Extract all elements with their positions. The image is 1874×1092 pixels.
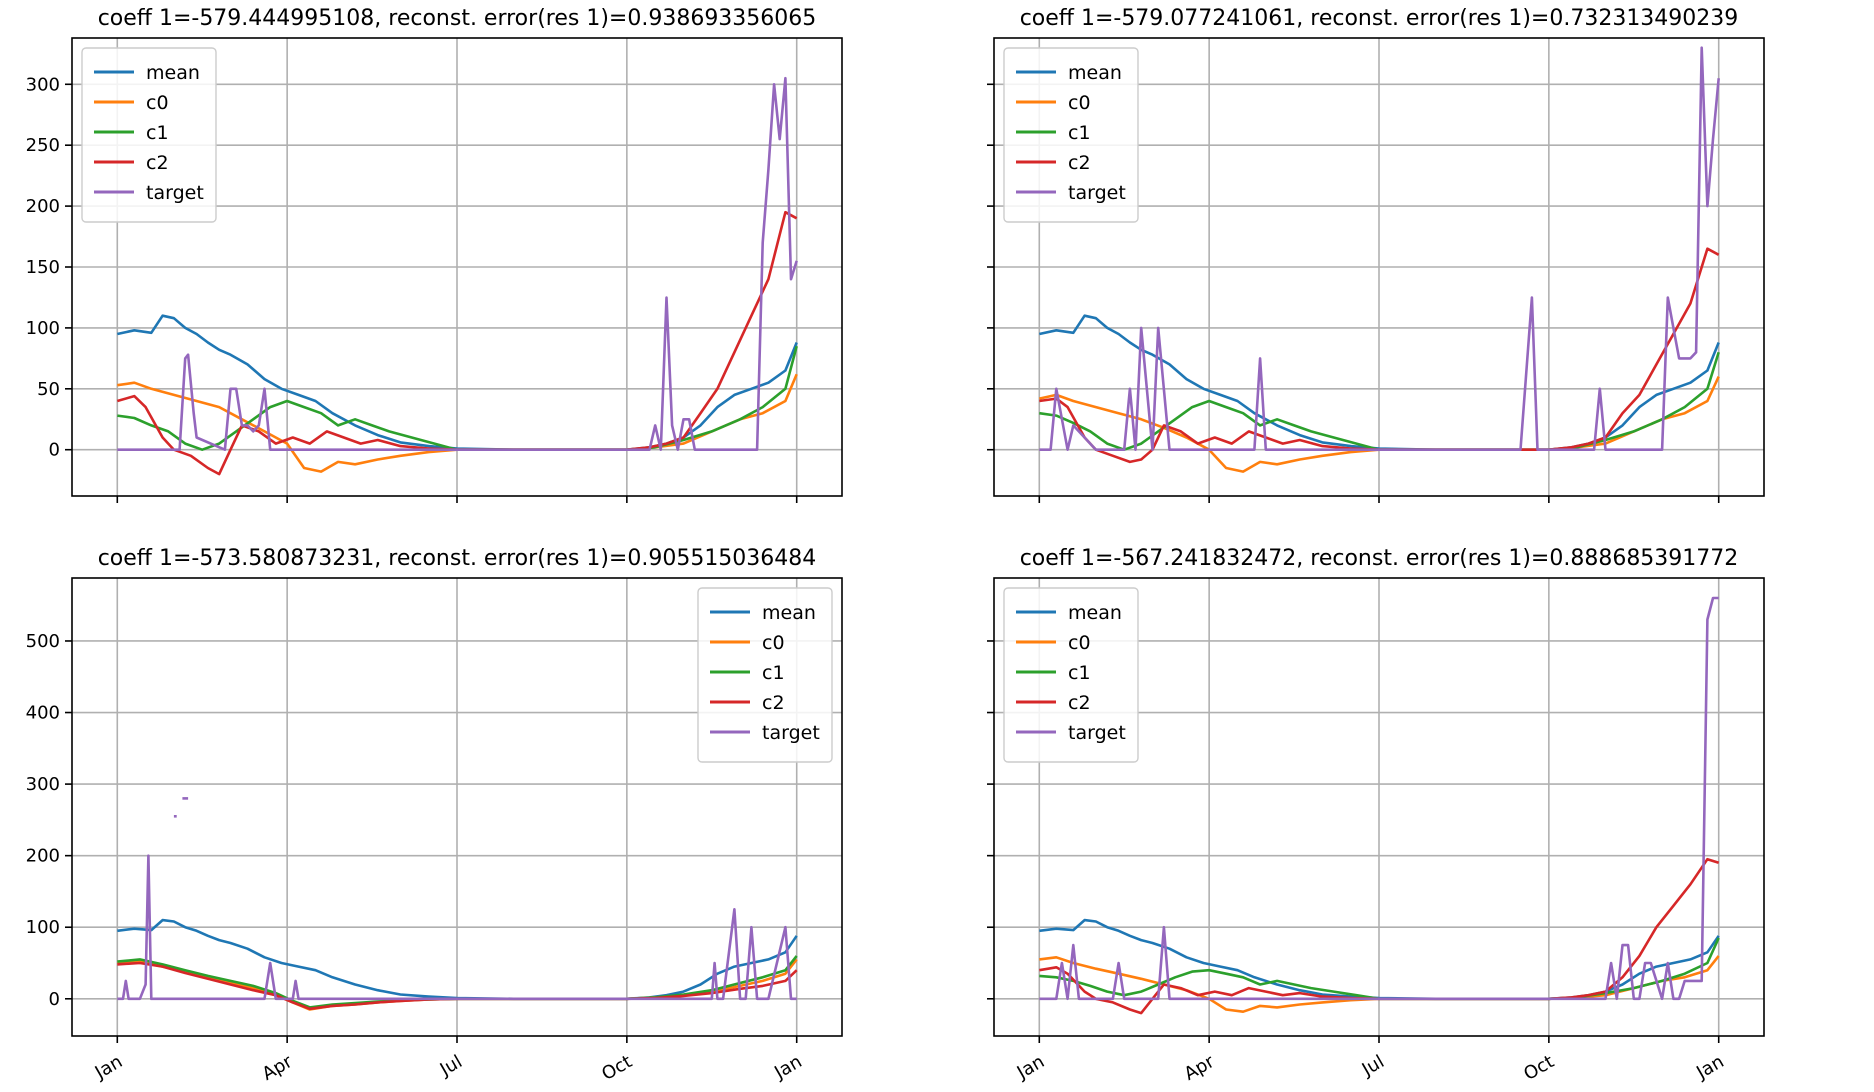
legend-label-c1: c1 — [146, 122, 169, 144]
legend: mean c0 c1 c2 target — [1003, 587, 1139, 763]
legend: mean c0 c1 c2 target — [1003, 47, 1139, 223]
legend-label-mean: mean — [1068, 62, 1122, 84]
legend-label-c0: c0 — [1068, 632, 1091, 654]
legend-label-c1: c1 — [762, 662, 785, 684]
subplot-title: coeff 1=-579.077241061, reconst. error(r… — [1020, 6, 1739, 31]
series-line-mean — [117, 918, 798, 1001]
series-line-target — [1039, 46, 1720, 452]
legend-label-target: target — [146, 182, 204, 204]
legend-label-c2: c2 — [762, 692, 785, 714]
legend: mean c0 c1 c2 target — [697, 587, 833, 763]
subplot-1: coeff 1=-579.444995108, reconst. error(r… — [26, 6, 843, 503]
y-tick-label: 150 — [26, 257, 60, 278]
subplot-3: coeff 1=-573.580873231, reconst. error(r… — [26, 546, 843, 1085]
y-tick-label: 0 — [49, 989, 60, 1010]
series-line-c1 — [117, 345, 798, 452]
legend-label-mean: mean — [1068, 602, 1122, 624]
y-tick-label: 200 — [26, 196, 60, 217]
legend-label-c2: c2 — [146, 152, 169, 174]
y-tick-label: 100 — [26, 917, 60, 938]
legend-label-c2: c2 — [1068, 692, 1091, 714]
legend-label-c0: c0 — [146, 92, 169, 114]
legend-label-c1: c1 — [1068, 122, 1091, 144]
series-lines — [116, 76, 798, 476]
series-line-target — [1039, 596, 1719, 1001]
series-line-c2 — [117, 961, 798, 1011]
subplot-2: coeff 1=-579.077241061, reconst. error(r… — [987, 6, 1765, 503]
y-tick-label: 200 — [26, 846, 60, 867]
y-tick-label: 50 — [37, 379, 60, 400]
legend-label-c1: c1 — [1068, 662, 1091, 684]
series-lines — [1039, 46, 1720, 473]
legend-label-mean: mean — [146, 62, 200, 84]
grid — [994, 578, 1764, 1036]
legend-label-mean: mean — [762, 602, 816, 624]
subplot-4: coeff 1=-567.241832472, reconst. error(r… — [987, 546, 1765, 1085]
series-line-target — [117, 854, 797, 1001]
legend-label-c2: c2 — [1068, 152, 1091, 174]
y-tick-label: 100 — [26, 318, 60, 339]
series-line-target — [117, 76, 798, 452]
legend-box — [1003, 587, 1139, 763]
legend-box — [697, 587, 833, 763]
series-line-mean — [117, 314, 798, 452]
series-line-c1 — [1039, 937, 1720, 1001]
y-tick-label: 250 — [26, 135, 60, 156]
subplot-title: coeff 1=-579.444995108, reconst. error(r… — [98, 6, 817, 31]
legend-box — [81, 47, 217, 223]
legend-box — [1003, 47, 1139, 223]
y-tick-label: 0 — [49, 440, 60, 461]
legend-label-target: target — [762, 722, 820, 744]
legend-label-c0: c0 — [762, 632, 785, 654]
series-line-c2 — [116, 210, 798, 476]
y-tick-label: 400 — [26, 703, 60, 724]
y-tick-label: 500 — [26, 631, 60, 652]
series-lines — [117, 797, 798, 1011]
legend-label-target: target — [1068, 182, 1126, 204]
subplot-title: coeff 1=-567.241832472, reconst. error(r… — [1020, 546, 1739, 571]
y-tick-label: 300 — [26, 74, 60, 95]
series-line-c2 — [1039, 247, 1720, 464]
subplot-title: coeff 1=-573.580873231, reconst. error(r… — [98, 546, 817, 571]
legend: mean c0 c1 c2 target — [81, 47, 217, 223]
series-lines — [1039, 596, 1720, 1015]
legend-label-c0: c0 — [1068, 92, 1091, 114]
series-line-mean — [1039, 314, 1720, 452]
y-tick-label: 300 — [26, 774, 60, 795]
legend-label-target: target — [1068, 722, 1126, 744]
